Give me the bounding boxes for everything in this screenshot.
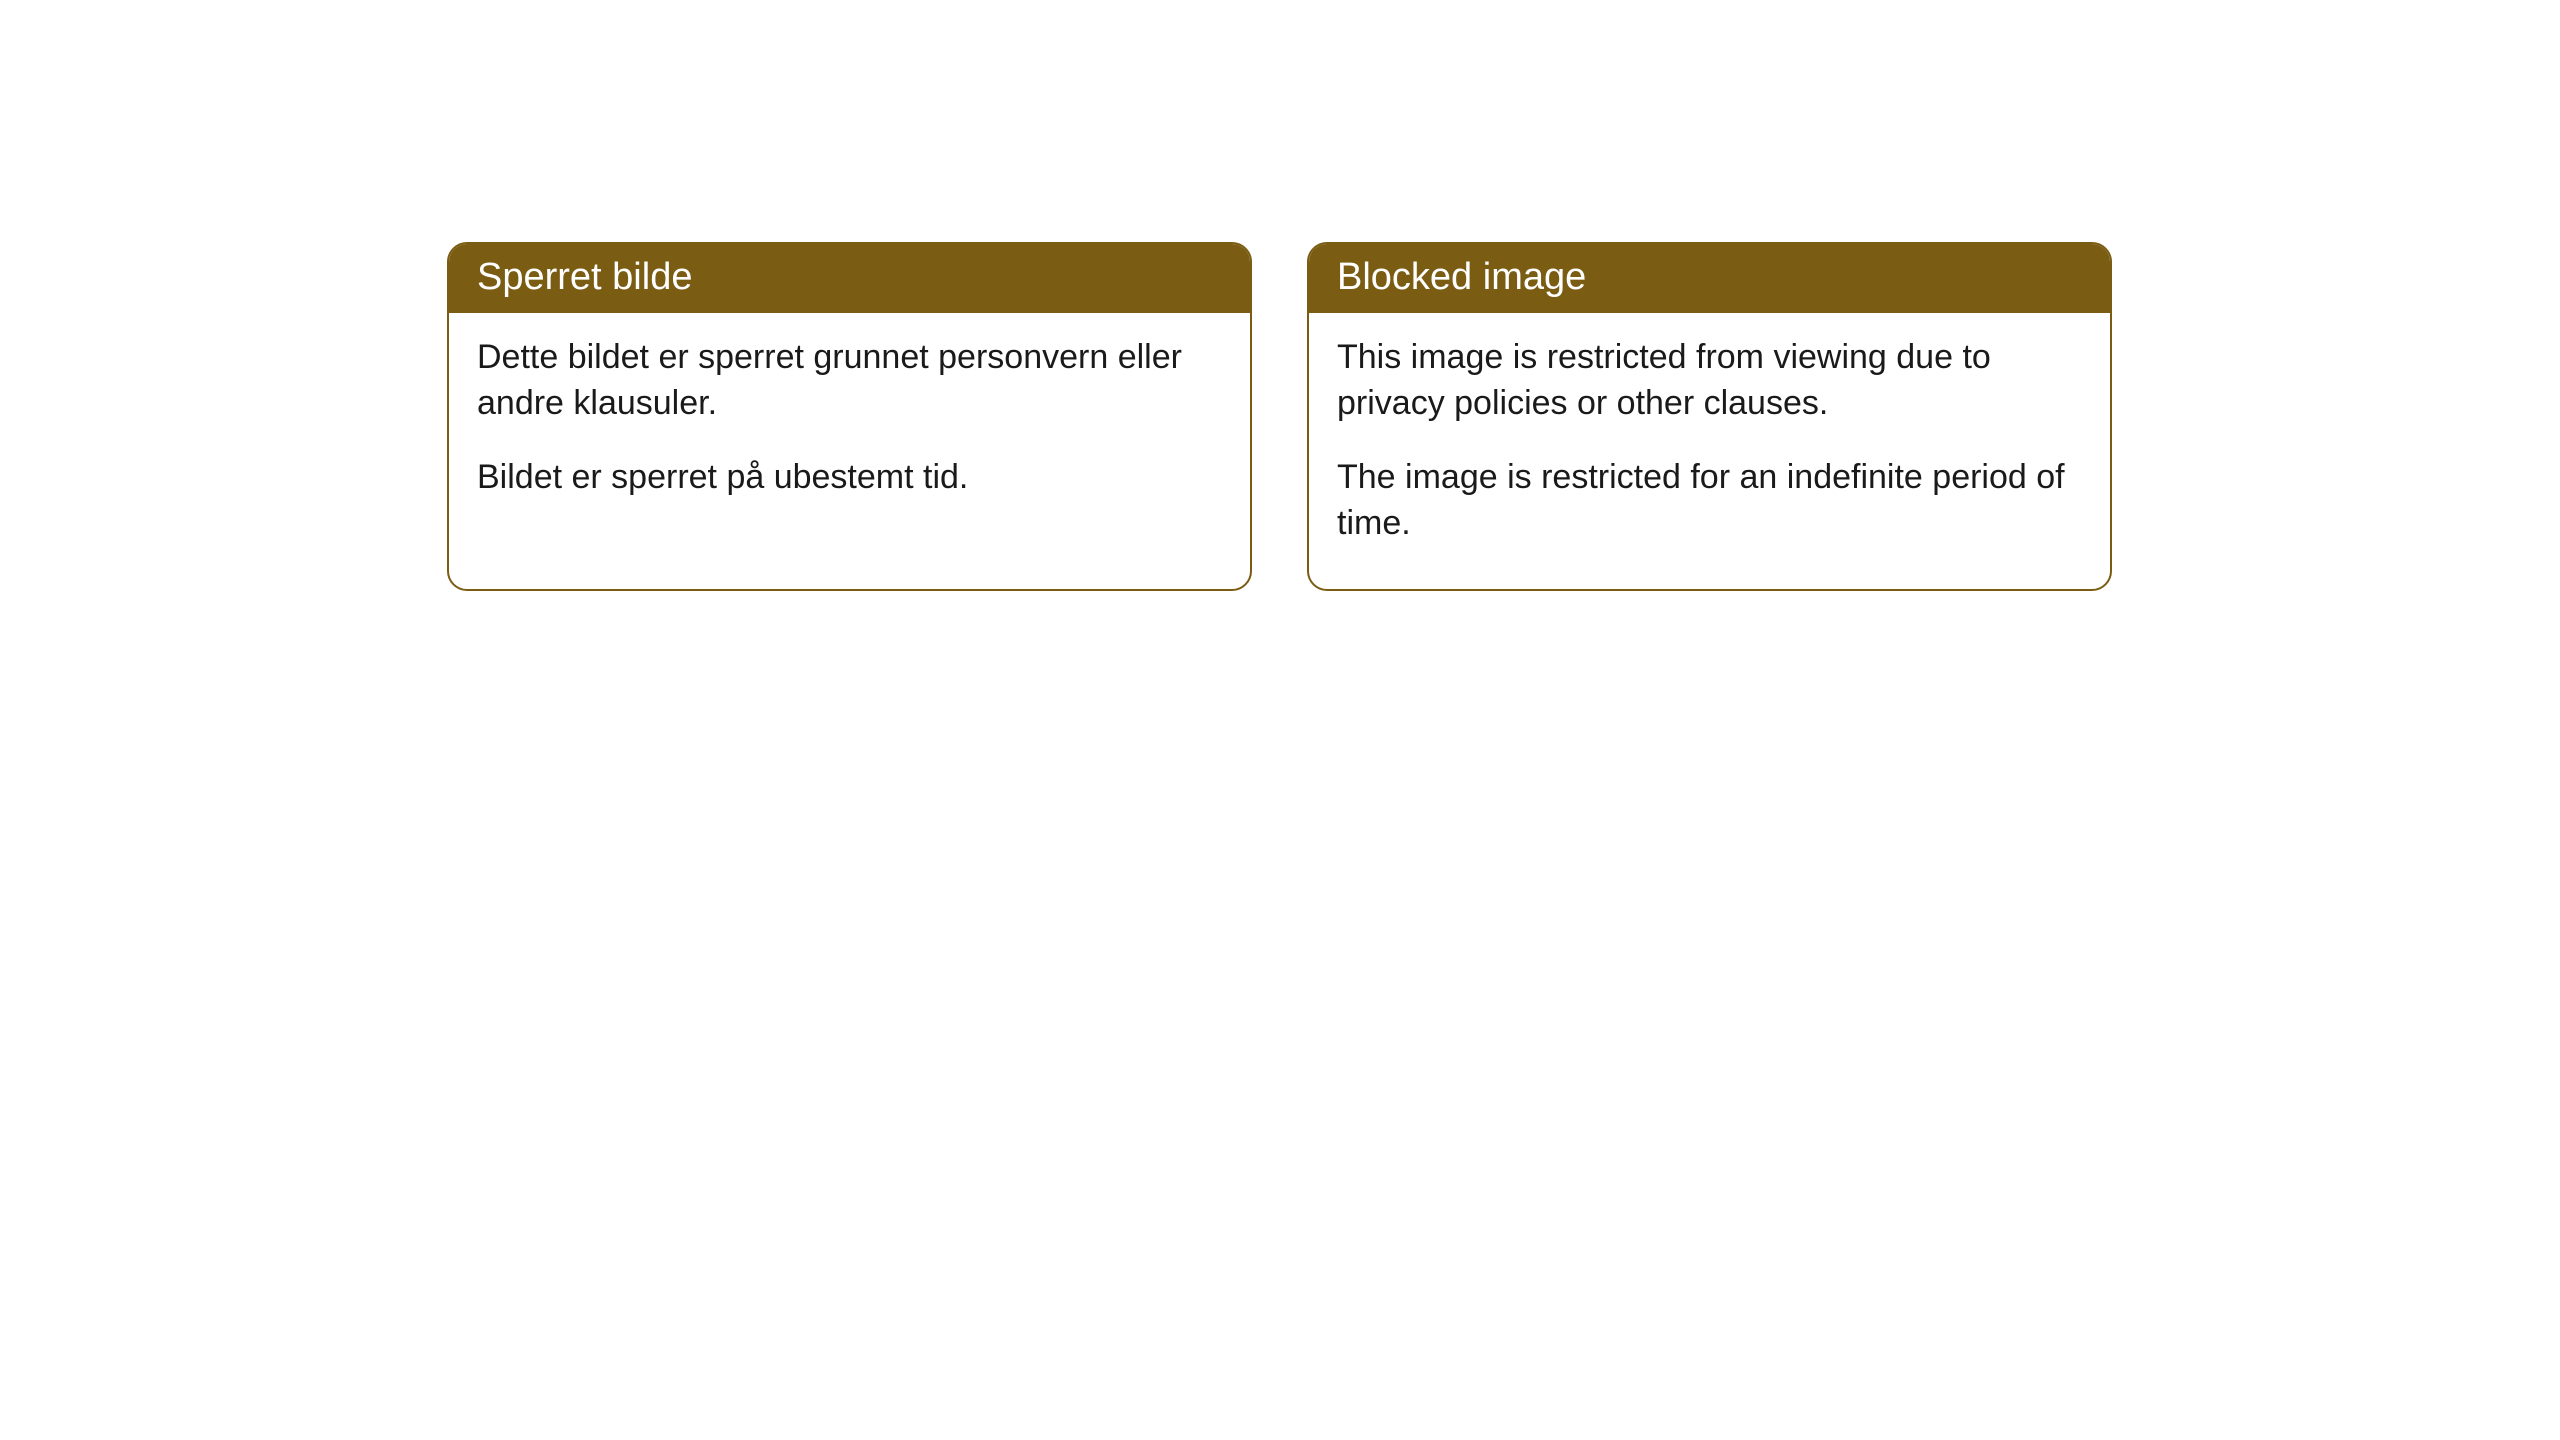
card-paragraph: The image is restricted for an indefinit… [1337,455,2082,547]
card-paragraph: Bildet er sperret på ubestemt tid. [477,455,1222,501]
card-header: Blocked image [1309,244,2110,313]
card-body: Dette bildet er sperret grunnet personve… [449,313,1250,543]
notice-card-english: Blocked image This image is restricted f… [1307,242,2112,591]
card-header: Sperret bilde [449,244,1250,313]
card-paragraph: This image is restricted from viewing du… [1337,335,2082,427]
card-body: This image is restricted from viewing du… [1309,313,2110,589]
notice-cards-container: Sperret bilde Dette bildet er sperret gr… [447,242,2112,591]
notice-card-norwegian: Sperret bilde Dette bildet er sperret gr… [447,242,1252,591]
card-paragraph: Dette bildet er sperret grunnet personve… [477,335,1222,427]
